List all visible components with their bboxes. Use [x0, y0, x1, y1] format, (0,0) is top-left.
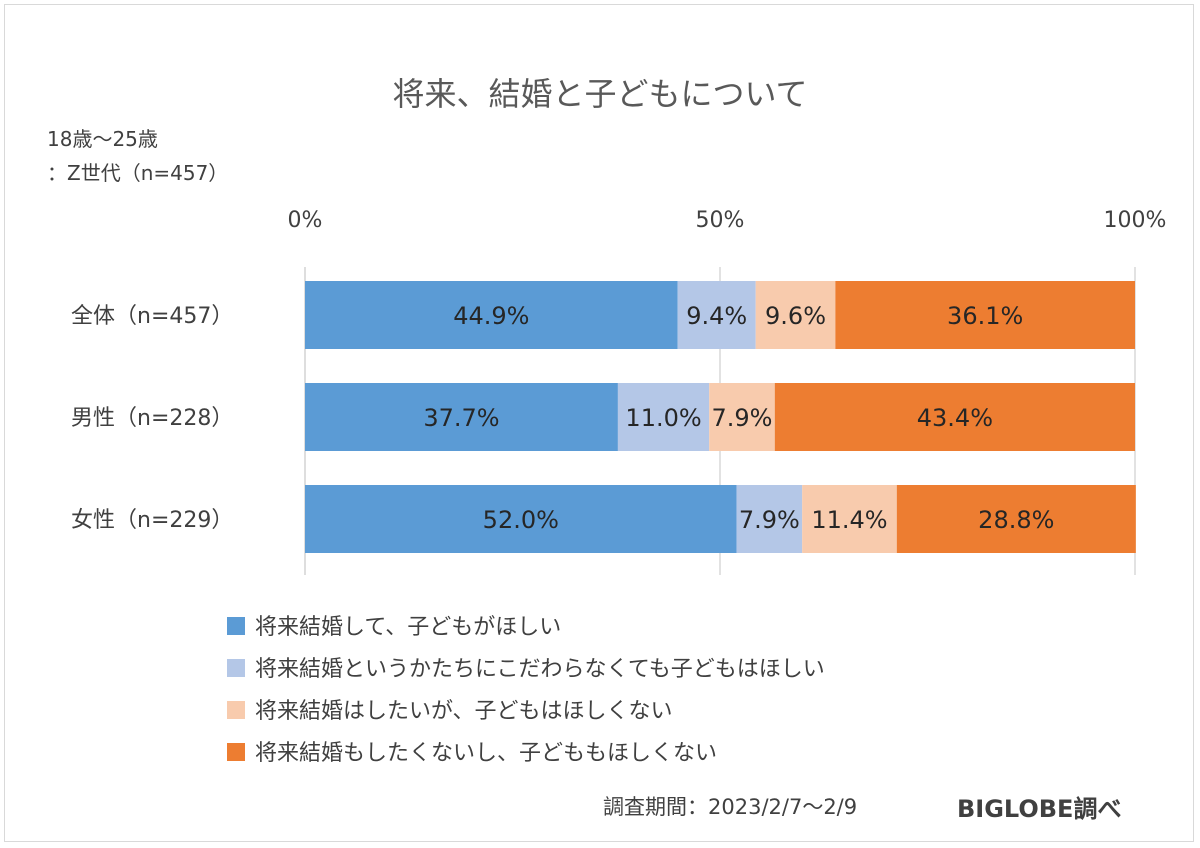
legend-swatch — [227, 659, 245, 677]
data-label: 11.4% — [811, 506, 887, 534]
bar-segment — [802, 485, 897, 553]
chart-subtitle-age: 18歳〜25歳 — [47, 127, 158, 151]
data-label: 37.7% — [423, 404, 499, 432]
x-tick-label: 0% — [288, 208, 323, 233]
category-label: 男性（n=228） — [71, 406, 233, 431]
bar-segment — [774, 383, 1135, 451]
data-label: 28.8% — [978, 506, 1054, 534]
legend-label: 将来結婚もしたくないし、子どももほしくない — [255, 741, 717, 766]
data-label: 7.9% — [712, 404, 773, 432]
stacked-bar-chart: 0% 50% 100% 44.9% 9.4% 9.6% 36.1% 37.7% 11.0% 7.… — [71, 208, 1167, 766]
category-labels: 全体（n=457） 男性（n=228） 女性（n=229） — [71, 304, 233, 533]
x-tick-label: 100% — [1104, 208, 1167, 233]
x-axis-ticks: 0% 50% 100% — [288, 208, 1167, 233]
category-label: 女性（n=229） — [71, 508, 233, 533]
data-label: 52.0% — [483, 506, 559, 534]
bar-segment — [305, 281, 678, 349]
chart-frame: 将来、結婚と子どもについて 18歳〜25歳 ：Z世代（n=457） 0% 50% 1… — [4, 4, 1194, 842]
chart-subtitle-sample: ：Z世代（n=457） — [47, 161, 229, 185]
data-label: 11.0% — [625, 404, 701, 432]
source-credit: BIGLOBE調べ — [957, 795, 1122, 823]
bars: 44.9% 9.4% 9.6% 36.1% 37.7% 11.0% 7.9% 43.4% 52.… — [305, 281, 1136, 553]
data-label: 43.4% — [917, 404, 993, 432]
data-label: 44.9% — [453, 302, 529, 330]
bar-segment — [709, 383, 775, 451]
data-label: 36.1% — [947, 302, 1023, 330]
x-tick-label: 50% — [696, 208, 745, 233]
bar-segment — [896, 485, 1136, 553]
legend-swatch — [227, 617, 245, 635]
legend-label: 将来結婚はしたいが、子どもはほしくない — [255, 699, 673, 724]
data-label: 7.9% — [739, 506, 800, 534]
legend-swatch — [227, 743, 245, 761]
chart-title: 将来、結婚と子どもについて — [392, 75, 808, 113]
bar-segment — [736, 485, 803, 553]
category-label: 全体（n=457） — [71, 304, 233, 329]
bar-segment — [305, 485, 737, 553]
data-label: 9.6% — [765, 302, 826, 330]
legend-label: 将来結婚というかたちにこだわらなくても子どもはほしい — [255, 657, 825, 682]
data-label: 9.4% — [686, 302, 747, 330]
legend: 将来結婚して、子どもがほしい将来結婚というかたちにこだわらなくても子どもはほしい… — [227, 615, 825, 766]
survey-period: 調査期間：2023/2/7〜2/9 — [603, 795, 858, 819]
legend-swatch — [227, 701, 245, 719]
legend-label: 将来結婚して、子どもがほしい — [255, 615, 561, 640]
bar-segment — [835, 281, 1135, 349]
bar-segment — [617, 383, 710, 451]
bar-segment — [677, 281, 756, 349]
bar-segment — [305, 383, 618, 451]
bar-segment — [755, 281, 836, 349]
